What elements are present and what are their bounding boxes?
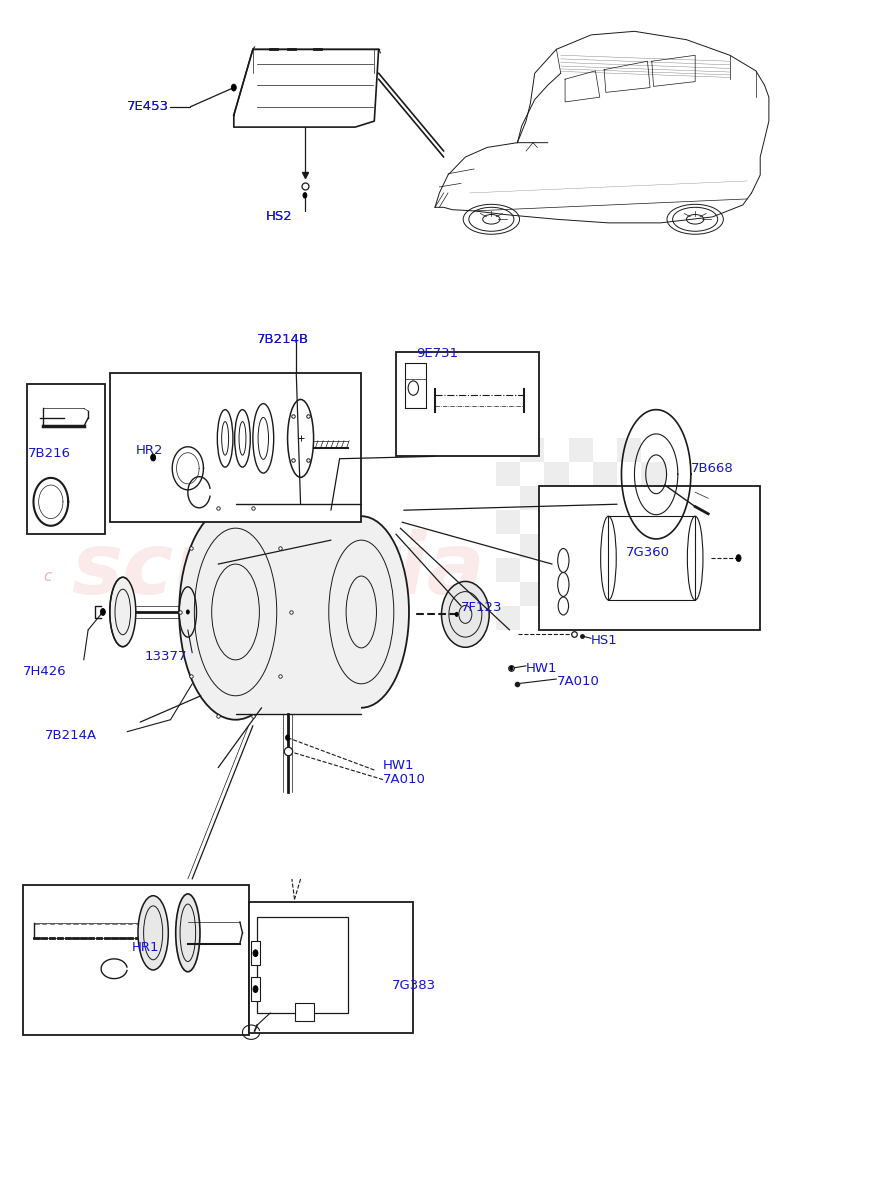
Circle shape [285, 734, 289, 740]
Circle shape [735, 554, 740, 562]
Ellipse shape [313, 516, 408, 708]
Bar [544, 558, 568, 582]
Text: 7B214B: 7B214B [257, 332, 309, 346]
Text: HR2: HR2 [136, 444, 163, 457]
Text: HW1: HW1 [382, 758, 414, 772]
Bar [568, 534, 592, 558]
Text: 7F123: 7F123 [461, 601, 502, 613]
Bar [544, 606, 568, 630]
Text: 7A010: 7A010 [382, 773, 425, 786]
Ellipse shape [176, 894, 200, 972]
Circle shape [509, 666, 512, 671]
Circle shape [253, 985, 258, 992]
Bar [616, 486, 640, 510]
Bar [109, 372, 361, 522]
Text: HS1: HS1 [590, 635, 617, 647]
Ellipse shape [109, 577, 136, 647]
Circle shape [150, 454, 156, 461]
Ellipse shape [138, 895, 168, 970]
Bar [640, 510, 665, 534]
Text: HS2: HS2 [266, 210, 292, 223]
Text: 9E731: 9E731 [415, 347, 457, 360]
Bar [295, 1003, 313, 1021]
Bar [568, 438, 592, 462]
Text: HR1: HR1 [131, 941, 159, 954]
Bar [23, 884, 249, 1034]
Ellipse shape [179, 504, 292, 720]
Text: HW1: HW1 [526, 661, 557, 674]
Text: HS2: HS2 [266, 210, 292, 223]
Bar [640, 558, 665, 582]
Text: 7H426: 7H426 [23, 665, 67, 678]
Bar [249, 901, 413, 1033]
Text: 7E453: 7E453 [127, 101, 169, 113]
Bar [640, 606, 665, 630]
Bar [251, 977, 260, 1001]
Bar [520, 438, 544, 462]
Bar [520, 582, 544, 606]
Bar [520, 486, 544, 510]
Text: 7B216: 7B216 [28, 448, 70, 461]
Bar [544, 462, 568, 486]
Bar [28, 384, 105, 534]
Text: 7B214A: 7B214A [44, 728, 96, 742]
Text: 7E453: 7E453 [127, 101, 169, 113]
Bar [592, 606, 616, 630]
Bar [495, 510, 520, 534]
Circle shape [454, 612, 458, 617]
Bar [251, 941, 260, 965]
Bar [495, 606, 520, 630]
Circle shape [186, 610, 189, 614]
Bar [235, 504, 361, 714]
Text: 7G383: 7G383 [391, 979, 435, 992]
Bar [395, 352, 539, 456]
Bar [592, 558, 616, 582]
Text: 7B668: 7B668 [690, 462, 733, 475]
Bar [568, 486, 592, 510]
Text: c: c [43, 569, 51, 583]
Bar [495, 558, 520, 582]
Bar [495, 462, 520, 486]
Bar [257, 917, 348, 1013]
Bar [568, 582, 592, 606]
Bar [592, 462, 616, 486]
Text: scuderia: scuderia [70, 528, 484, 612]
Circle shape [231, 84, 236, 91]
Text: 13377: 13377 [144, 649, 187, 662]
Bar [539, 486, 760, 630]
Bar [520, 534, 544, 558]
Text: 7G360: 7G360 [625, 546, 669, 559]
Text: 7A010: 7A010 [556, 674, 599, 688]
Text: 7B214B: 7B214B [257, 332, 309, 346]
Bar [640, 462, 665, 486]
Circle shape [100, 608, 105, 616]
Ellipse shape [441, 582, 488, 647]
Circle shape [302, 192, 307, 198]
Bar [616, 438, 640, 462]
Bar [616, 534, 640, 558]
Bar [592, 510, 616, 534]
Bar [616, 582, 640, 606]
Bar [544, 510, 568, 534]
Circle shape [253, 949, 258, 956]
Bar [607, 516, 694, 600]
